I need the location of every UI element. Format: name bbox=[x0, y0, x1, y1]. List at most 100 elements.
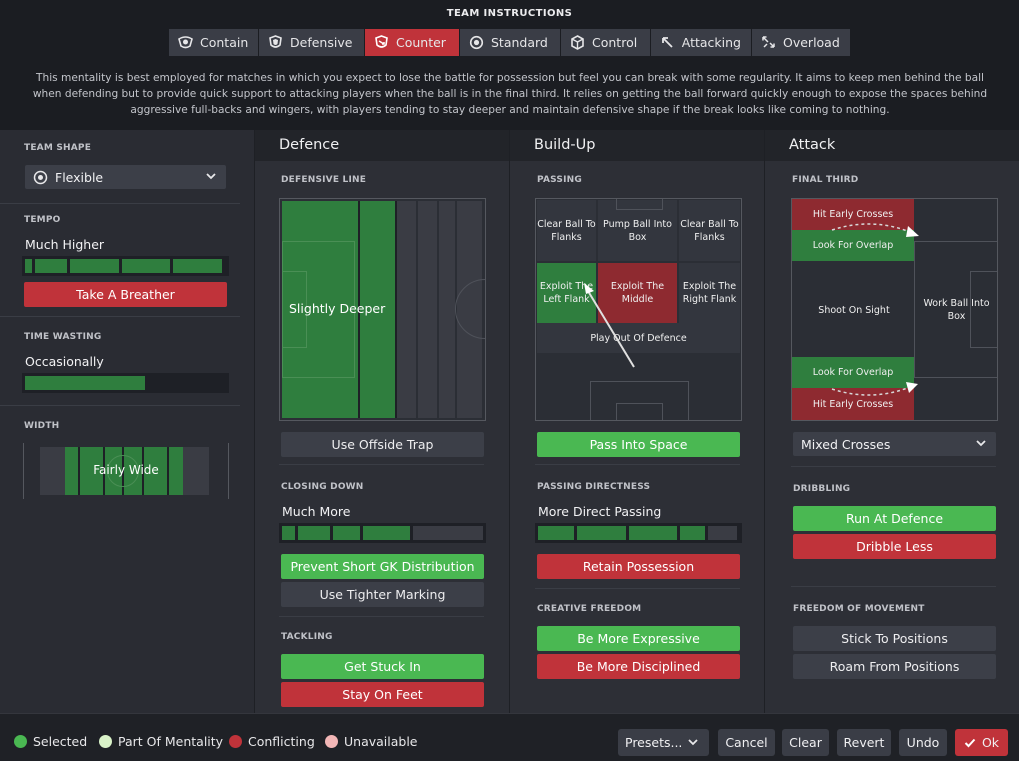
get-stuck-in-button[interactable]: Get Stuck In bbox=[281, 654, 484, 679]
clear-ball-left-zone[interactable]: Clear Ball To Flanks bbox=[537, 200, 596, 261]
left-sidebar: TEAM SHAPE Flexible TEMPO Much Higher Ta… bbox=[0, 130, 254, 713]
tab-label: Attacking bbox=[681, 35, 741, 50]
tab-standard[interactable]: Standard bbox=[460, 29, 560, 56]
chevron-down-icon bbox=[687, 736, 699, 751]
legend-label: Part Of Mentality bbox=[118, 734, 224, 749]
shoot-on-sight-zone[interactable]: Shoot On Sight bbox=[792, 263, 916, 357]
closing-down-value: Much More bbox=[282, 504, 351, 519]
standard-icon bbox=[468, 35, 485, 50]
dribbling-label: DRIBBLING bbox=[793, 484, 851, 494]
presets-label: Presets... bbox=[625, 735, 683, 750]
passing-directness-value: More Direct Passing bbox=[538, 504, 662, 519]
unavailable-dot-icon bbox=[325, 735, 338, 748]
use-tighter-marking-button[interactable]: Use Tighter Marking bbox=[281, 582, 484, 607]
undo-button[interactable]: Undo bbox=[899, 729, 947, 756]
divider bbox=[535, 464, 740, 465]
retain-possession-button[interactable]: Retain Possession bbox=[537, 554, 740, 579]
time-wasting-slider[interactable] bbox=[22, 373, 229, 393]
run-at-defence-button[interactable]: Run At Defence bbox=[793, 506, 996, 531]
page-title: TEAM INSTRUCTIONS bbox=[446, 8, 573, 19]
be-more-expressive-button[interactable]: Be More Expressive bbox=[537, 626, 740, 651]
final-third-label: FINAL THIRD bbox=[792, 175, 859, 185]
pass-into-space-button[interactable]: Pass Into Space bbox=[537, 432, 740, 457]
be-more-disciplined-button[interactable]: Be More Disciplined bbox=[537, 654, 740, 679]
divider bbox=[535, 588, 740, 589]
chevron-down-icon bbox=[975, 437, 987, 452]
crosses-dropdown[interactable]: Mixed Crosses bbox=[793, 432, 996, 456]
defensive-line-pitch[interactable]: Slightly Deeper bbox=[279, 198, 486, 421]
cancel-button[interactable]: Cancel bbox=[718, 729, 775, 756]
legend-label: Conflicting bbox=[248, 734, 315, 749]
divider bbox=[0, 405, 240, 406]
passing-directness-slider[interactable] bbox=[535, 523, 742, 543]
tab-control[interactable]: Control bbox=[561, 29, 650, 56]
clear-button[interactable]: Clear bbox=[782, 729, 829, 756]
team-shape-value: Flexible bbox=[55, 169, 104, 185]
tab-contain[interactable]: Contain bbox=[169, 29, 258, 56]
legend-conflicting: Conflicting bbox=[229, 734, 315, 749]
tab-label: Overload bbox=[783, 35, 840, 50]
pump-ball-zone[interactable]: Pump Ball Into Box bbox=[598, 200, 677, 261]
play-out-of-defence-zone[interactable]: Play Out Of Defence bbox=[537, 323, 740, 353]
defensive-shield-icon bbox=[267, 35, 284, 50]
time-wasting-value: Occasionally bbox=[25, 354, 104, 369]
clear-ball-right-zone[interactable]: Clear Ball To Flanks bbox=[679, 200, 740, 261]
divider bbox=[791, 586, 996, 587]
look-for-overlap-bottom-zone[interactable]: Look For Overlap bbox=[792, 357, 914, 388]
hit-early-crosses-top-zone[interactable]: Hit Early Crosses bbox=[792, 199, 914, 230]
width-pitch[interactable]: Fairly Wide bbox=[23, 443, 229, 499]
tempo-label: TEMPO bbox=[24, 215, 61, 225]
part-of-mentality-dot-icon bbox=[99, 735, 112, 748]
work-ball-into-box-zone[interactable]: Work Ball Into Box bbox=[914, 241, 997, 378]
tab-overload[interactable]: Overload bbox=[752, 29, 850, 56]
roam-from-positions-button[interactable]: Roam From Positions bbox=[793, 654, 996, 679]
attacking-arrow-icon bbox=[659, 35, 676, 50]
mentality-description: This mentality is best employed for matc… bbox=[32, 72, 988, 116]
team-shape-dropdown[interactable]: Flexible bbox=[25, 165, 226, 189]
counter-icon bbox=[373, 35, 390, 50]
passing-pitch[interactable]: Clear Ball To Flanks Pump Ball Into Box … bbox=[535, 198, 742, 421]
use-offside-trap-button[interactable]: Use Offside Trap bbox=[281, 432, 484, 457]
tab-counter[interactable]: Counter bbox=[365, 29, 459, 56]
tackling-label: TACKLING bbox=[281, 632, 333, 642]
ok-button[interactable]: Ok bbox=[955, 729, 1008, 756]
defence-column: Defence DEFENSIVE LINE Slightly Deeper U… bbox=[254, 130, 509, 713]
passing-label: PASSING bbox=[537, 175, 582, 185]
tab-label: Counter bbox=[396, 35, 446, 50]
tab-attacking[interactable]: Attacking bbox=[651, 29, 751, 56]
tempo-slider[interactable] bbox=[22, 256, 229, 276]
exploit-middle-zone[interactable]: Exploit The Middle bbox=[598, 263, 677, 323]
pass-arrow-icon bbox=[584, 283, 635, 368]
presets-button[interactable]: Presets... bbox=[618, 729, 709, 756]
exploit-right-flank-zone[interactable]: Exploit The Right Flank bbox=[679, 263, 740, 323]
creative-freedom-label: CREATIVE FREEDOM bbox=[537, 604, 642, 614]
legend-unavailable: Unavailable bbox=[325, 734, 418, 749]
conflicting-dot-icon bbox=[229, 735, 242, 748]
tab-defensive[interactable]: Defensive bbox=[259, 29, 364, 56]
header: TEAM INSTRUCTIONS Contain Defensive Coun… bbox=[0, 0, 1019, 130]
tab-label: Contain bbox=[200, 35, 249, 50]
dribble-less-button[interactable]: Dribble Less bbox=[793, 534, 996, 559]
stay-on-feet-button[interactable]: Stay On Feet bbox=[281, 682, 484, 707]
crosses-value: Mixed Crosses bbox=[801, 436, 891, 452]
attack-title: Attack bbox=[765, 130, 1019, 161]
selected-dot-icon bbox=[14, 735, 27, 748]
prevent-short-gk-distribution-button[interactable]: Prevent Short GK Distribution bbox=[281, 554, 484, 579]
width-value: Fairly Wide bbox=[93, 463, 159, 477]
build-up-column: Build-Up PASSING Clear Ball To Flanks Pu… bbox=[509, 130, 764, 713]
width-label: WIDTH bbox=[24, 421, 60, 431]
stick-to-positions-button[interactable]: Stick To Positions bbox=[793, 626, 996, 651]
take-a-breather-button[interactable]: Take A Breather bbox=[24, 282, 227, 307]
revert-button[interactable]: Revert bbox=[837, 729, 891, 756]
checkmark-icon bbox=[964, 737, 976, 749]
legend-selected: Selected bbox=[14, 734, 87, 749]
attack-column: Attack FINAL THIRD Hit Early Crosses Loo… bbox=[764, 130, 1019, 713]
mentality-tabs: Contain Defensive Counter Standard Contr… bbox=[169, 29, 850, 56]
final-third-pitch[interactable]: Hit Early Crosses Look For Overlap Shoot… bbox=[791, 198, 998, 421]
freedom-of-movement-label: FREEDOM OF MOVEMENT bbox=[793, 604, 925, 614]
divider bbox=[791, 466, 996, 467]
hit-early-crosses-bottom-zone[interactable]: Hit Early Crosses bbox=[792, 388, 914, 420]
contain-shield-icon bbox=[177, 35, 194, 50]
look-for-overlap-top-zone[interactable]: Look For Overlap bbox=[792, 230, 914, 261]
closing-down-slider[interactable] bbox=[279, 523, 486, 543]
